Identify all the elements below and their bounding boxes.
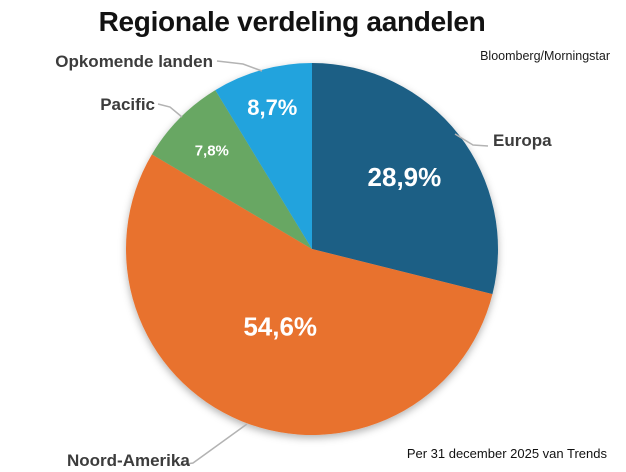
value-label-europa: 28,9% [368, 162, 442, 192]
category-label-noord-amerika: Noord-Amerika [67, 451, 190, 470]
value-label-opkomende-landen: 8,7% [247, 95, 297, 120]
leader-line-pacific [157, 103, 183, 118]
leader-line-noord-amerika [179, 423, 248, 466]
source-attribution: Bloomberg/Morningstar [480, 49, 610, 63]
pie-slice-europa [312, 63, 498, 295]
value-label-noord-amerika: 54,6% [243, 312, 317, 342]
category-label-europa: Europa [493, 131, 552, 150]
leader-line-europa [454, 133, 489, 147]
pie-slice-noord-amerika [125, 154, 493, 436]
pie-slice-pacific [151, 90, 312, 249]
category-label-opkomende-landen: Opkomende landen [55, 52, 213, 71]
value-label-pacific: 7,8% [195, 142, 229, 159]
date-footnote: Per 31 december 2025 van Trends [406, 446, 607, 461]
category-label-pacific: Pacific [100, 95, 155, 114]
leader-line-opkomende-landen [216, 60, 263, 72]
chart-title: Regionale verdeling aandelen [98, 6, 486, 37]
pie-slice-opkomende-landen [215, 63, 312, 249]
